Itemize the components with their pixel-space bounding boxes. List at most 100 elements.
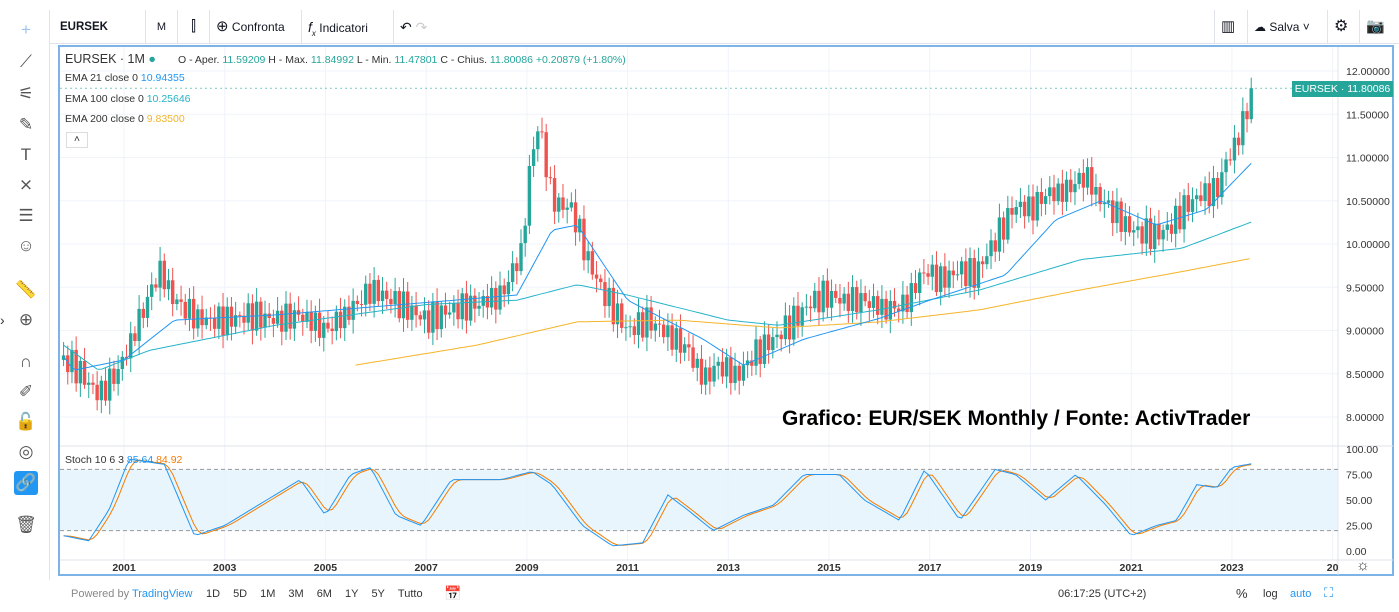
candle-body	[435, 301, 439, 330]
link-icon[interactable]: 🔗	[14, 471, 38, 495]
candle-body	[624, 327, 628, 329]
candle-body	[1039, 191, 1044, 204]
candle-body	[729, 357, 733, 384]
time-tick-label: 2019	[1019, 562, 1043, 574]
crosshair-icon[interactable]: +	[21, 20, 31, 39]
pattern-icon[interactable]: ⨯	[18, 175, 34, 194]
percent-toggle[interactable]: %	[1236, 586, 1248, 601]
candle-body	[439, 305, 443, 330]
redo-icon[interactable]: ↷	[415, 19, 428, 35]
emoji-icon[interactable]: ☺	[17, 236, 35, 255]
range-6m[interactable]: 6M	[316, 588, 332, 600]
candle-body	[964, 261, 968, 286]
candle-body	[162, 260, 166, 290]
lock-icon[interactable]: 🔓	[15, 412, 37, 431]
candle-body	[359, 304, 364, 306]
expand-sidebar-chevron-icon[interactable]: ›	[0, 312, 5, 328]
interval-button[interactable]: M	[146, 10, 178, 44]
candle-body	[137, 308, 141, 341]
clock[interactable]: 06:17:25 (UTC+2)	[1058, 588, 1147, 600]
candle-body	[292, 310, 297, 329]
axis-settings-icon[interactable]: ☼	[1356, 557, 1370, 574]
range-tutto[interactable]: Tutto	[397, 588, 423, 600]
time-tick-label: 2005	[314, 562, 338, 574]
indicators-button[interactable]: fx Indicatori	[302, 10, 394, 44]
candle-body	[951, 270, 955, 276]
candle-body	[418, 315, 422, 320]
candle-body	[494, 287, 498, 310]
brush-icon[interactable]: ✎	[18, 115, 34, 134]
candle-body	[1132, 230, 1136, 233]
symbol-button[interactable]: EURSEK	[54, 10, 146, 44]
price-tick-label: 11.50000	[1346, 109, 1389, 121]
layout-icon[interactable]: ▥	[1214, 10, 1248, 44]
range-1y[interactable]: 1Y	[344, 588, 359, 600]
settings-gear-icon[interactable]: ⚙	[1328, 10, 1360, 44]
text-icon[interactable]: T	[20, 145, 32, 164]
candle-body	[527, 166, 532, 226]
cloud-icon: ☁	[1254, 20, 1266, 34]
candle-body	[544, 132, 548, 178]
range-5y[interactable]: 5Y	[371, 588, 385, 600]
ruler-icon[interactable]: 📏	[15, 280, 37, 299]
candle-body	[1111, 200, 1115, 224]
candle-body	[225, 306, 229, 336]
camera-icon[interactable]: 📷	[1366, 18, 1385, 35]
candle-body	[1203, 183, 1207, 202]
candle-body	[334, 311, 339, 332]
candle-body	[620, 303, 624, 328]
log-toggle[interactable]: log	[1263, 588, 1278, 600]
chart-area[interactable]	[58, 45, 1394, 576]
range-3m[interactable]: 3M	[288, 588, 304, 600]
zoom-in-icon[interactable]: ⊕	[18, 310, 34, 329]
trend-line-icon[interactable]: ⟋	[20, 52, 32, 71]
candle-body	[191, 298, 196, 329]
legend-ema200[interactable]: EMA 200 close 0 9.83500	[65, 113, 185, 125]
candle-body	[1182, 195, 1186, 230]
candle-body	[284, 303, 288, 332]
eye-icon[interactable]: ◎	[18, 442, 34, 461]
candle-body	[288, 303, 292, 329]
candle-body	[422, 310, 427, 320]
powered-by[interactable]: Powered by TradingView	[71, 588, 193, 600]
candle-body	[1035, 191, 1039, 221]
price-tick-label: 10.00000	[1346, 239, 1390, 251]
candle-body	[1123, 216, 1128, 232]
candle-body	[456, 303, 460, 320]
legend-ema21[interactable]: EMA 21 close 0 10.94355	[65, 72, 185, 84]
magnet-icon[interactable]: ∩	[19, 352, 33, 371]
chevron-down-icon[interactable]: ˅	[1302, 20, 1310, 34]
compare-button[interactable]: ⊕ Confronta	[210, 10, 302, 44]
lock-drawing-icon[interactable]: ✐	[18, 382, 34, 401]
undo-icon[interactable]: ↶ ↷	[400, 19, 428, 35]
legend-stoch[interactable]: Stoch 10 6 3 85.64 84.92	[65, 454, 183, 466]
range-1m[interactable]: 1M	[260, 588, 276, 600]
candle-body	[813, 290, 817, 309]
prediction-icon[interactable]: ☰	[18, 206, 34, 225]
time-tick-label: 2001	[112, 562, 136, 574]
stoch-tick-label: 25.00	[1346, 521, 1372, 533]
candle-body	[481, 296, 485, 306]
candle-body	[540, 131, 544, 133]
price-tick-label: 10.50000	[1346, 196, 1390, 208]
trash-icon[interactable]: 🗑	[15, 515, 37, 534]
candle-body	[1140, 226, 1144, 244]
legend-ema100[interactable]: EMA 100 close 0 10.25646	[65, 93, 191, 105]
fib-icon[interactable]: ⚟	[18, 84, 34, 103]
candle-type-icon[interactable]: ⫿	[178, 10, 210, 44]
collapse-legend-chevron-icon[interactable]: ˄	[66, 132, 88, 148]
candle-body	[431, 301, 435, 333]
candle-body	[1081, 172, 1086, 188]
candle-body	[565, 207, 569, 210]
candle-body	[1165, 224, 1169, 230]
range-5d[interactable]: 5D	[233, 588, 248, 600]
auto-toggle[interactable]: auto	[1290, 588, 1312, 600]
candle-body	[850, 287, 855, 312]
candle-body	[825, 280, 830, 308]
go-to-date-icon[interactable]: 📅	[444, 585, 462, 601]
range-1d[interactable]: 1D	[206, 588, 221, 600]
candle-body	[947, 270, 951, 288]
candle-body	[603, 282, 607, 307]
fullscreen-icon[interactable]: ⛶	[1324, 585, 1334, 600]
save-button[interactable]: ☁ Salva ˅	[1248, 10, 1328, 44]
